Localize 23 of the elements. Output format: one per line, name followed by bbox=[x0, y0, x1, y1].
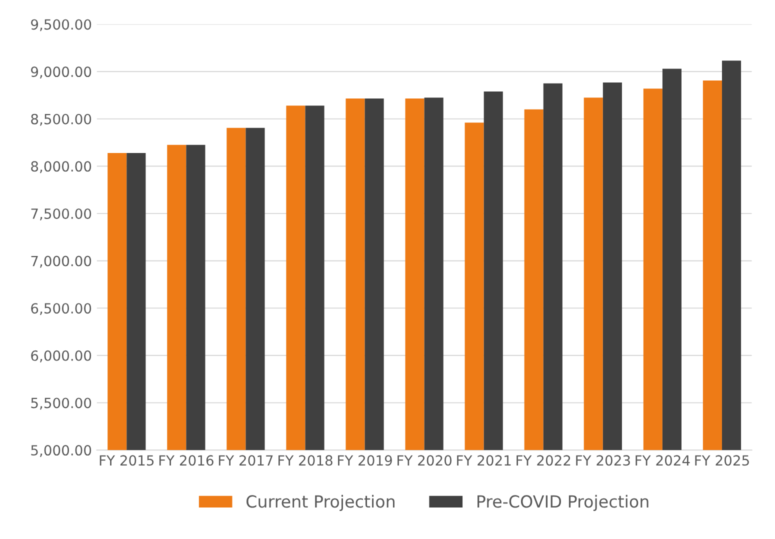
x-tick-label: FY 2017 bbox=[218, 455, 273, 466]
y-tick-label: 9,000.00 bbox=[31, 66, 92, 78]
y-tick-label: 8,500.00 bbox=[31, 114, 92, 126]
y-tick-label: 6,500.00 bbox=[31, 303, 92, 316]
x-tick-label: FY 2023 bbox=[576, 455, 630, 466]
x-tick-label: FY 2022 bbox=[516, 455, 570, 466]
y-tick-label: 9,500.00 bbox=[31, 19, 92, 32]
legend-label: Current Projection bbox=[246, 494, 394, 511]
y-tick-label: 7,500.00 bbox=[31, 208, 92, 220]
y-tick-label: 5,500.00 bbox=[31, 398, 92, 410]
x-tick-label: FY 2020 bbox=[398, 455, 452, 466]
x-tick-label: FY 2024 bbox=[636, 455, 690, 466]
y-tick-label: 7,000.00 bbox=[31, 256, 92, 268]
y-tick-label: 5,000.00 bbox=[31, 445, 92, 457]
y-tick-label: 6,000.00 bbox=[31, 350, 92, 362]
x-tick-label: FY 2019 bbox=[338, 455, 392, 466]
legend-label: Pre-COVID Projection bbox=[478, 494, 648, 511]
x-tick-label: FY 2025 bbox=[695, 455, 749, 466]
x-tick-label: FY 2021 bbox=[457, 455, 511, 466]
y-tick-label: 8,000.00 bbox=[31, 161, 92, 174]
x-tick-label: FY 2016 bbox=[159, 455, 214, 466]
x-tick-label: FY 2018 bbox=[278, 455, 332, 466]
x-tick-label: FY 2015 bbox=[100, 455, 154, 466]
